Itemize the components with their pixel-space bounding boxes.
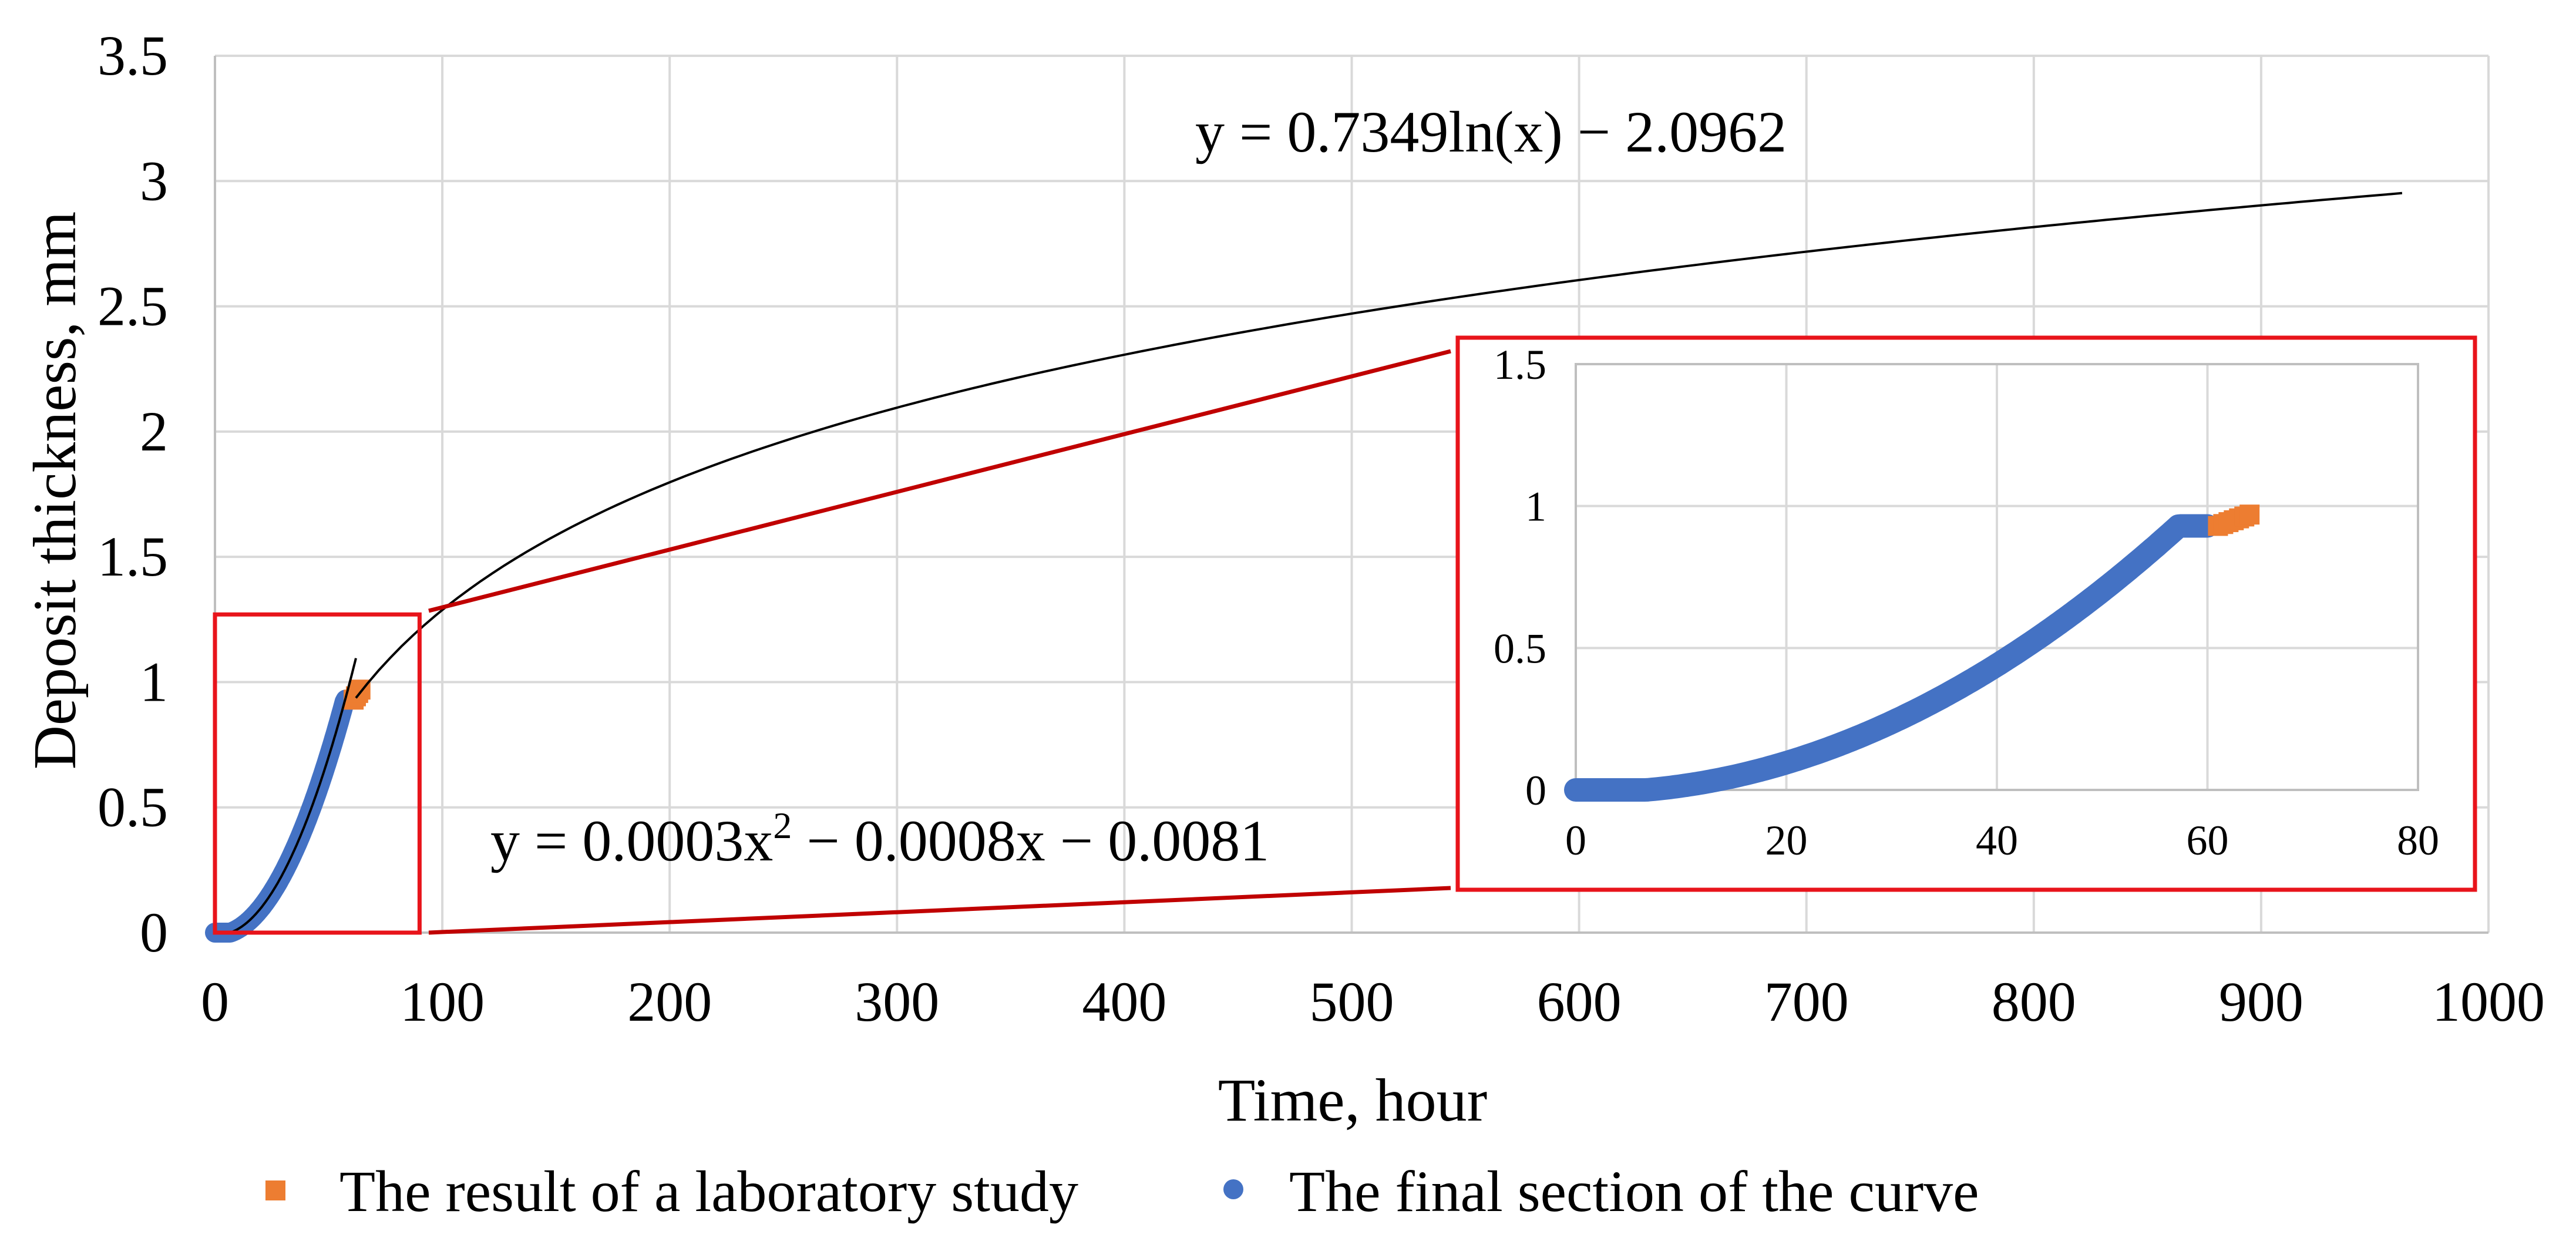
poly-equation-suffix: − 0.0008x − 0.0081 bbox=[792, 808, 1269, 873]
inset-y-tick-label: 1.5 bbox=[1494, 341, 1546, 388]
inset-border bbox=[1455, 335, 2477, 892]
x-tick-label: 700 bbox=[1764, 970, 1849, 1033]
zoom-connector-bottom bbox=[428, 886, 1451, 935]
y-tick-label: 2 bbox=[140, 400, 168, 463]
log-equation-label: y = 0.7349ln(x) − 2.0962 bbox=[1195, 99, 1787, 164]
inset-x-tick-label: 40 bbox=[1976, 817, 2018, 864]
inset-x-tick-label: 20 bbox=[1765, 817, 1808, 864]
inset-background bbox=[1458, 338, 2475, 890]
y-tick-label: 3.5 bbox=[97, 24, 168, 87]
legend-swatch-lab bbox=[265, 1180, 285, 1200]
legend-swatch-curve bbox=[1223, 1179, 1243, 1199]
x-tick-label: 300 bbox=[855, 970, 939, 1033]
y-tick-label: 1 bbox=[140, 650, 168, 713]
legend-label-lab: The result of a laboratory study bbox=[339, 1159, 1078, 1224]
x-tick-label: 1000 bbox=[2432, 970, 2545, 1033]
legend-label-curve: The final section of the curve bbox=[1289, 1159, 1979, 1224]
polynomial-trendline bbox=[215, 658, 357, 934]
y-tick-label: 1.5 bbox=[97, 525, 168, 588]
inset-y-tick-label: 0 bbox=[1525, 767, 1546, 814]
zoom-connector-top bbox=[428, 349, 1451, 613]
legend: The result of a laboratory study The fin… bbox=[265, 1159, 1979, 1224]
y-tick-label: 0.5 bbox=[97, 776, 168, 839]
inset-x-tick-label: 0 bbox=[1565, 817, 1586, 864]
inset-panel: 0 20 40 60 80 0 0.5 1 1.5 bbox=[1458, 338, 2475, 890]
x-tick-label: 600 bbox=[1537, 970, 1622, 1033]
x-axis-title: Time, hour bbox=[1218, 1067, 1487, 1134]
zoom-highlight-box bbox=[213, 612, 422, 935]
y-axis-title: Deposit thickness, mm bbox=[21, 211, 89, 769]
inset-y-tick-label: 1 bbox=[1525, 483, 1546, 530]
main-plot-marks bbox=[205, 191, 2403, 943]
main-curve-points bbox=[205, 689, 362, 943]
main-tick-labels: 0 100 200 300 400 500 600 700 800 900 100000.511.5… bbox=[97, 24, 2545, 1033]
poly-equation-label: y = 0.0003x2 − 0.0008x − 0.0081 bbox=[490, 805, 1269, 873]
x-tick-label: 0 bbox=[201, 970, 229, 1033]
y-tick-label: 2.5 bbox=[97, 275, 168, 338]
zoom-annotations bbox=[213, 335, 2477, 935]
inset-lab-point bbox=[2239, 504, 2260, 525]
inset-x-tick-label: 80 bbox=[2397, 817, 2439, 864]
logarithmic-trendline bbox=[355, 191, 2403, 699]
x-tick-label: 900 bbox=[2219, 970, 2303, 1033]
x-tick-label: 100 bbox=[400, 970, 485, 1033]
inset-plot-frame bbox=[1575, 363, 2419, 791]
x-tick-label: 200 bbox=[627, 970, 712, 1033]
inset-x-tick-label: 60 bbox=[2187, 817, 2229, 864]
poly-equation-exponent: 2 bbox=[773, 805, 792, 846]
y-tick-label: 3 bbox=[140, 149, 168, 212]
inset-y-tick-label: 0.5 bbox=[1494, 625, 1546, 672]
x-tick-label: 400 bbox=[1082, 970, 1166, 1033]
inset-curve-points bbox=[1564, 514, 2219, 802]
y-tick-label: 0 bbox=[140, 901, 168, 964]
x-tick-label: 800 bbox=[1992, 970, 2076, 1033]
poly-equation-prefix: y = 0.0003x bbox=[490, 808, 773, 873]
x-tick-label: 500 bbox=[1310, 970, 1394, 1033]
